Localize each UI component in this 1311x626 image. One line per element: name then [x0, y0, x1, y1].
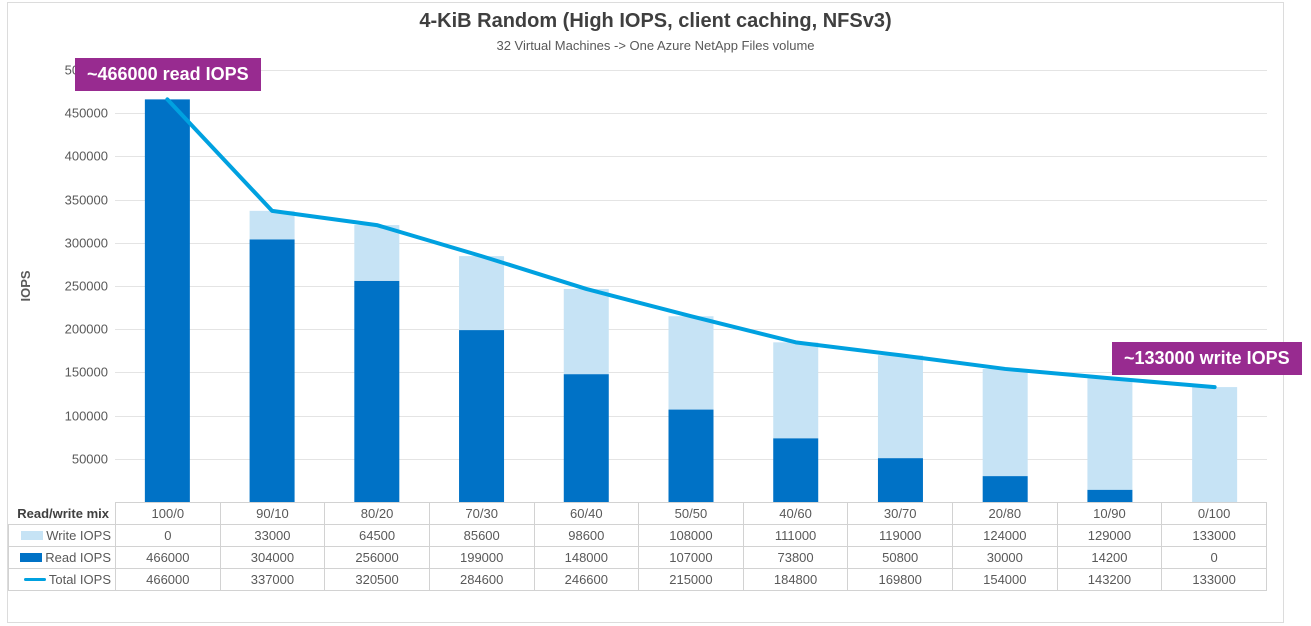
y-tick-label: 400000 [65, 149, 108, 164]
y-tick-label: 100000 [65, 409, 108, 424]
table-cell: 143200 [1056, 568, 1163, 591]
total-iops-line [165, 97, 1217, 390]
annotation-read-iops: ~466000 read IOPS [75, 58, 261, 91]
read-iops-bar [459, 330, 505, 502]
read-iops-bar [982, 476, 1028, 502]
write-iops-bar [1087, 378, 1133, 490]
read-iops-bar [354, 280, 400, 502]
table-cell: 50800 [847, 546, 953, 569]
total-iops-legend-swatch [23, 578, 46, 581]
col-header: 30/70 [847, 502, 953, 525]
table-cell: 199000 [428, 546, 535, 569]
write-iops-bar [249, 210, 295, 240]
write-iops-legend-swatch [21, 531, 44, 540]
read-iops-bar [1087, 489, 1133, 502]
col-header: 70/30 [428, 502, 535, 525]
table-cell: 320500 [324, 568, 430, 591]
y-tick-label: 450000 [65, 106, 108, 121]
series-label: Total IOPS [48, 572, 111, 587]
write-iops-bar [773, 342, 819, 439]
table-cell: 14200 [1056, 546, 1163, 569]
table-cell: 85600 [428, 524, 535, 547]
write-iops-bar [877, 355, 923, 459]
table-cell: 169800 [847, 568, 953, 591]
table-cell: 0 [115, 524, 221, 547]
series-label: Write IOPS [46, 528, 111, 543]
write-iops-bar [354, 225, 400, 281]
table-cell: 108000 [638, 524, 744, 547]
table-header-row: Read/write mix 100/0 90/10 80/20 70/30 60/40 5… [8, 502, 1267, 525]
table-row: Read IOPS 466000 304000 256000 199000 148000 1… [8, 546, 1267, 569]
table-cell: 215000 [638, 568, 744, 591]
y-tick-label: 200000 [65, 322, 108, 337]
read-iops-bar [249, 239, 295, 502]
y-tick-label: 50000 [72, 452, 108, 467]
table-cell: 30000 [952, 546, 1058, 569]
col-header: 90/10 [219, 502, 326, 525]
annotation-write-iops: ~133000 write IOPS [1112, 342, 1302, 375]
table-cell: 119000 [847, 524, 953, 547]
table-cell: 124000 [952, 524, 1058, 547]
series-label: Read IOPS [45, 550, 111, 565]
table-cell: 98600 [533, 524, 640, 547]
read-iops-bar [144, 99, 190, 502]
col-header: 60/40 [533, 502, 640, 525]
table-cell: 256000 [324, 546, 430, 569]
table-cell: 133000 [1161, 524, 1267, 547]
y-axis-title: IOPS [18, 270, 33, 301]
y-tick-label: 300000 [65, 236, 108, 251]
series-label-cell: Read IOPS [8, 546, 116, 569]
write-iops-bar [459, 256, 505, 331]
table-row: Write IOPS 0 33000 64500 85600 98600 108000 111… [8, 524, 1267, 547]
y-tick-label: 350000 [65, 193, 108, 208]
write-iops-bar [668, 316, 714, 410]
table-cell: 64500 [324, 524, 430, 547]
table-row: Total IOPS 466000 337000 320500 284600 246600… [8, 568, 1267, 591]
table-cell: 107000 [638, 546, 744, 569]
col-header: 40/60 [742, 502, 849, 525]
table-cell: 246600 [533, 568, 640, 591]
read-iops-bar [773, 438, 819, 502]
series-label-cell: Write IOPS [8, 524, 116, 547]
table-cell: 33000 [219, 524, 326, 547]
chart-title: 4-KiB Random (High IOPS, client caching,… [419, 10, 892, 32]
table-cell: 133000 [1161, 568, 1267, 591]
y-tick-label: 150000 [65, 365, 108, 380]
table-cell: 111000 [742, 524, 849, 547]
read-iops-bar [668, 409, 714, 502]
col-header: 0/100 [1161, 502, 1267, 525]
table-cell: 466000 [115, 568, 221, 591]
col-header: 80/20 [324, 502, 430, 525]
table-cell: 466000 [115, 546, 221, 569]
write-iops-bar [982, 368, 1028, 477]
write-iops-bar [1192, 387, 1238, 502]
table-cell: 148000 [533, 546, 640, 569]
write-iops-bar [563, 288, 609, 375]
table-cell: 284600 [428, 568, 535, 591]
y-tick-label: 250000 [65, 279, 108, 294]
table-cell: 184800 [742, 568, 849, 591]
iops-table: Read/write mix 100/0 90/10 80/20 70/30 60/40 5… [8, 502, 1267, 591]
col-header: 20/80 [952, 502, 1058, 525]
col-header: 10/90 [1056, 502, 1163, 525]
series-label-cell: Total IOPS [8, 568, 116, 591]
table-cell: 0 [1161, 546, 1267, 569]
read-iops-bar [563, 374, 609, 502]
table-cell: 304000 [219, 546, 326, 569]
col-header: 100/0 [115, 502, 221, 525]
read-iops-bar [877, 458, 923, 502]
chart-subtitle: 32 Virtual Machines -> One Azure NetApp … [496, 38, 815, 53]
read-iops-legend-swatch [20, 553, 43, 562]
table-cell: 73800 [742, 546, 849, 569]
table-cell: 129000 [1056, 524, 1163, 547]
table-cell: 337000 [219, 568, 326, 591]
row-header-label: Read/write mix [8, 502, 116, 525]
col-header: 50/50 [638, 502, 744, 525]
table-cell: 154000 [952, 568, 1058, 591]
